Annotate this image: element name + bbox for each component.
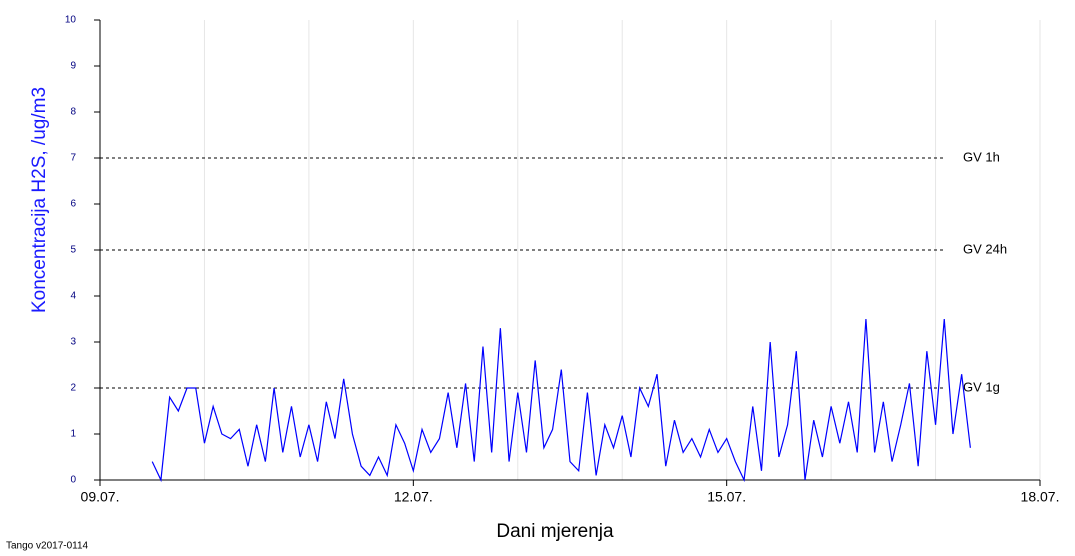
reference-label: GV 1h [963,149,1000,164]
y-tick-label: 1 [70,429,76,440]
x-axis-label: Dani mjerenja [496,521,614,542]
y-tick-label: 10 [65,15,77,26]
y-tick-label: 4 [70,291,76,302]
x-tick-label: 18.07. [1021,489,1060,505]
y-tick-label: 3 [70,337,76,348]
reference-label: GV 1g [963,379,1000,394]
y-tick-label: 0 [70,475,76,486]
y-tick-label: 9 [70,61,76,72]
reference-label: GV 24h [963,241,1007,256]
x-tick-label: 12.07. [394,489,433,505]
data-line [151,318,971,483]
footer: Tango v2017-0114 [6,541,89,552]
y-axis-label: Koncentracija H2S, /ug/m3 [29,87,50,313]
y-tick-label: 8 [70,107,76,118]
y-tick-label: 7 [70,153,76,164]
y-tick-label: 6 [70,199,76,210]
x-tick-label: 15.07. [707,489,746,505]
x-tick-label: 09.07. [81,489,120,505]
y-tick-label: 5 [70,245,76,256]
y-tick-label: 2 [70,383,76,394]
